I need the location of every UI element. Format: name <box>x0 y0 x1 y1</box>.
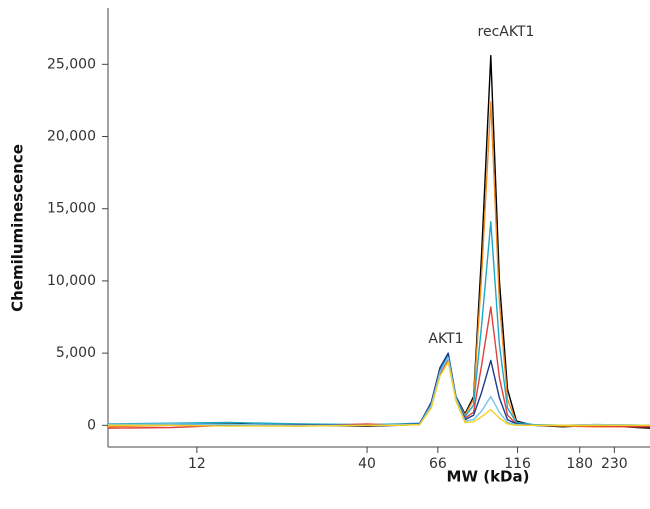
x-tick-label: 66 <box>429 456 447 472</box>
annotation: recAKT1 <box>478 24 535 40</box>
x-tick-label: 12 <box>188 456 206 472</box>
series-line <box>108 361 650 427</box>
y-tick-label: 5,000 <box>56 345 96 361</box>
series-line <box>107 221 650 426</box>
series-line <box>107 306 650 429</box>
x-tick-label: 116 <box>504 456 531 472</box>
y-tick-label: 10,000 <box>47 273 96 289</box>
y-tick-label: 15,000 <box>47 201 96 217</box>
x-tick-label: 180 <box>566 456 593 472</box>
series-line <box>107 356 650 426</box>
y-tick-label: 0 <box>87 417 96 433</box>
series-line <box>107 352 650 426</box>
x-tick-label: 40 <box>358 456 376 472</box>
y-tick-label: 25,000 <box>47 56 96 72</box>
y-axis-label: Chemiluminescence <box>9 144 27 312</box>
series-line <box>107 55 650 429</box>
series-line <box>107 101 650 428</box>
y-tick-label: 20,000 <box>47 129 96 145</box>
x-axis-label: MW (kDa) <box>447 468 530 486</box>
x-tick-label: 230 <box>601 456 628 472</box>
annotation: AKT1 <box>428 331 463 347</box>
